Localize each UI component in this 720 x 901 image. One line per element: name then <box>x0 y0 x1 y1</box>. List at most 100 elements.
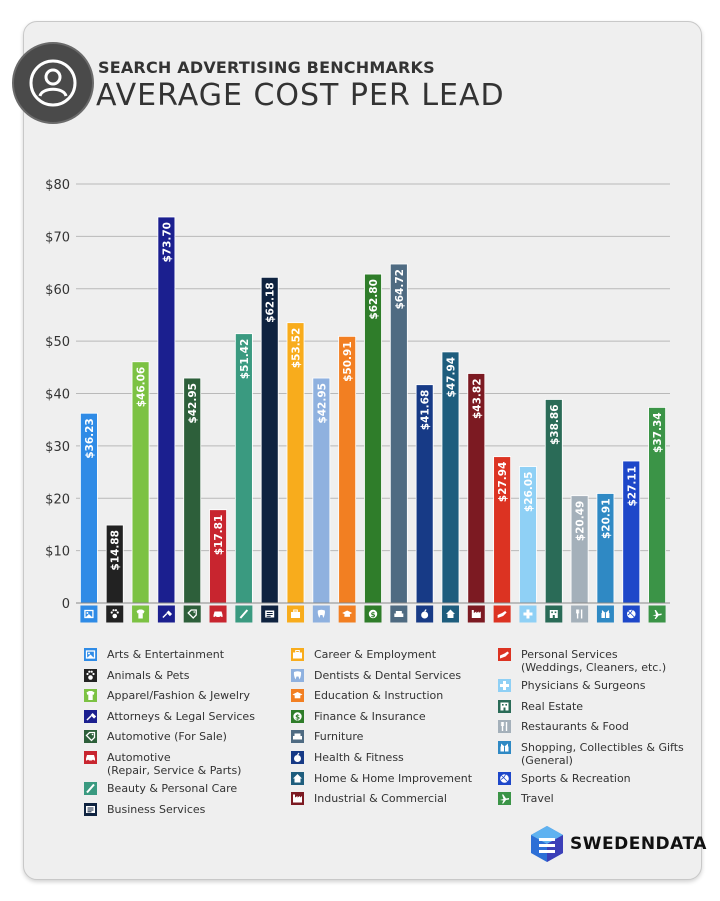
legend-swatch <box>84 730 97 744</box>
bar-value-label: $20.91 <box>600 498 612 539</box>
bar-value-label: $38.86 <box>549 404 561 445</box>
bar <box>389 263 408 604</box>
medical-cross-icon <box>523 609 533 619</box>
bar-value-label: $73.70 <box>161 222 173 263</box>
legend-swatch <box>291 668 304 682</box>
bar-value-label: $62.80 <box>368 279 380 320</box>
hand-tile-icon <box>493 605 511 623</box>
legend-label: Finance & Insurance <box>314 709 426 723</box>
fork-knife-tile-icon <box>571 605 589 623</box>
legend-label: Dentists & Dental Services <box>314 668 462 682</box>
y-tick-label: $20 <box>45 492 70 507</box>
car-tile-icon <box>209 605 227 623</box>
user-icon <box>29 59 77 107</box>
legend-swatch <box>498 792 511 806</box>
legend-swatch <box>84 689 97 703</box>
y-tick-label: $60 <box>45 283 70 298</box>
building-tile-icon <box>545 605 563 623</box>
bar-value-label: $41.68 <box>420 390 432 431</box>
legend-swatch <box>291 730 304 744</box>
y-tick-label: $80 <box>45 178 70 193</box>
legend-label: Travel <box>521 792 554 806</box>
ball-tile-icon <box>622 605 640 623</box>
bar-value-label: $51.42 <box>239 339 251 380</box>
hand-icon <box>497 611 507 618</box>
bar-value-label: $43.82 <box>471 378 483 419</box>
legend-label: Personal Services (Weddings, Cleaners, e… <box>521 648 667 674</box>
bar-value-label: $36.23 <box>84 418 96 459</box>
bar-value-label: $27.94 <box>497 462 509 503</box>
newspaper-icon <box>265 610 275 618</box>
legend-swatch <box>84 648 97 661</box>
legend-label: Attorneys & Legal Services <box>107 709 255 723</box>
shirt-tile-icon <box>132 605 150 623</box>
gift-tile-icon <box>596 605 614 623</box>
legend-swatch <box>291 751 304 764</box>
bar-value-label: $17.81 <box>213 515 225 556</box>
legend-label: Sports & Recreation <box>521 771 631 785</box>
y-tick-label: $40 <box>45 388 70 403</box>
bar-value-label: $42.95 <box>187 383 199 424</box>
bar-value-label: $62.18 <box>265 282 277 323</box>
brush-icon <box>239 609 249 619</box>
apple-tile-icon <box>416 605 434 623</box>
brand-name: SWEDENDATA <box>570 834 707 854</box>
legend-label: Real Estate <box>521 699 584 713</box>
money-tile-icon: $ <box>364 605 382 623</box>
y-tick-label: $30 <box>45 440 70 455</box>
legend-label: Restaurants & Food <box>521 720 629 734</box>
ball-icon <box>626 609 636 619</box>
tag-icon <box>187 609 197 619</box>
shirt-icon <box>136 609 145 619</box>
house-icon <box>445 609 455 618</box>
graduation-cap-tile-icon <box>338 605 356 623</box>
tooth-icon <box>317 609 325 618</box>
legend-label: Apparel/Fashion & Jewelry <box>107 689 250 703</box>
medical-cross-tile-icon <box>519 605 537 623</box>
legend-label: Animals & Pets <box>107 668 190 682</box>
icon-tile <box>571 605 589 623</box>
legend-label: Career & Employment <box>314 648 437 661</box>
sofa-icon <box>394 611 404 617</box>
hexagon-logo-icon <box>531 826 563 862</box>
legend-label: Furniture <box>314 730 364 744</box>
sofa-tile-icon <box>390 605 408 623</box>
legend-label: Automotive (For Sale) <box>107 730 227 744</box>
money-icon: $ <box>368 609 378 619</box>
bar <box>260 276 279 604</box>
legend-label: Beauty & Personal Care <box>107 782 238 795</box>
bar-value-label: $42.95 <box>316 383 328 424</box>
bar-value-label: $47.94 <box>445 357 457 398</box>
legend-label: Shopping, Collectibles & Gifts (General) <box>521 740 684 767</box>
legend-swatch <box>498 699 511 713</box>
legend-swatch <box>498 740 511 754</box>
gift-icon <box>601 610 610 618</box>
bar-value-label: $27.11 <box>626 466 638 507</box>
newspaper-tile-icon <box>261 605 279 623</box>
apple-icon <box>421 609 429 619</box>
legend-swatch <box>291 648 304 661</box>
paw-tile-icon <box>106 605 124 623</box>
bar-value-label: $14.88 <box>110 530 122 571</box>
legend-swatch <box>498 679 511 692</box>
brand-logo: SWEDENDATA <box>530 825 707 863</box>
svg-text:$: $ <box>371 611 376 619</box>
bar-value-label: $64.72 <box>394 269 406 310</box>
y-tick-label: $10 <box>45 545 70 560</box>
bar-value-label: $20.49 <box>575 501 587 542</box>
briefcase-tile-icon <box>287 605 305 623</box>
legend-label: Arts & Entertainment <box>107 648 225 661</box>
image-icon <box>84 609 94 619</box>
y-tick-label: $50 <box>45 335 70 350</box>
legend-swatch <box>291 792 304 806</box>
bar <box>157 216 176 604</box>
legend-swatch <box>498 648 511 661</box>
legend-swatch <box>498 771 511 785</box>
plane-tile-icon <box>648 605 666 623</box>
legend-label: Industrial & Commercial <box>314 792 447 806</box>
paw-icon <box>110 609 119 619</box>
bar-value-label: $53.52 <box>291 328 303 369</box>
bar <box>364 273 382 604</box>
icon-tile <box>183 605 201 623</box>
